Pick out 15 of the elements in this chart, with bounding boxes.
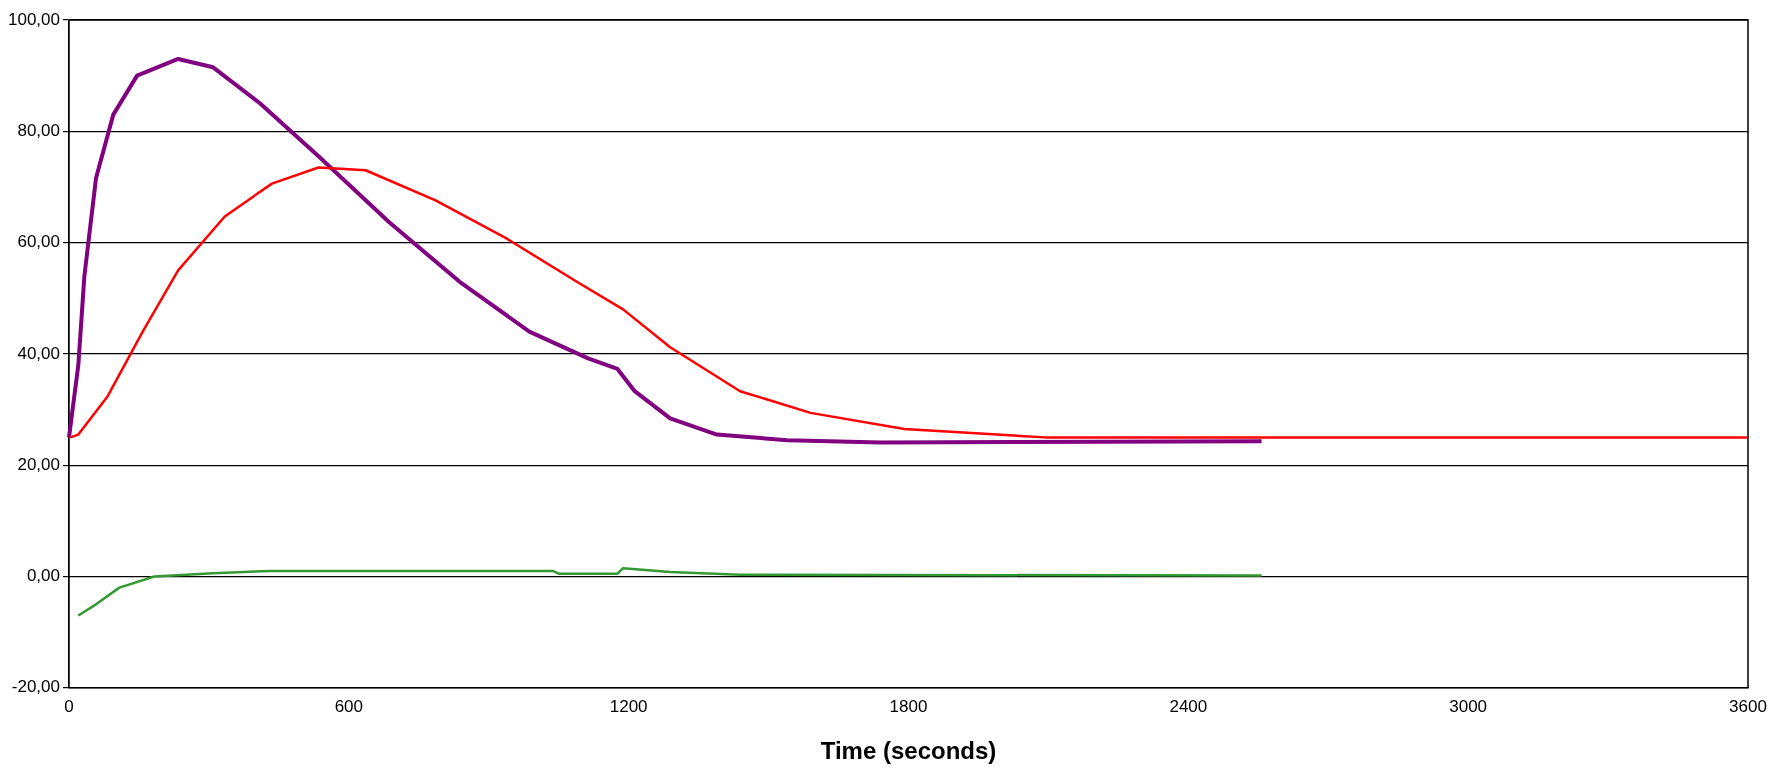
x-tick-label: 1800	[889, 696, 928, 716]
x-tick-label: 600	[334, 696, 364, 716]
x-tick-label: 2400	[1169, 696, 1208, 716]
y-tick-label: 100,00	[8, 9, 60, 29]
x-tick-label: 3600	[1729, 696, 1767, 716]
y-tick-label: 20,00	[17, 454, 60, 474]
x-tick-label: 0	[64, 696, 74, 716]
y-tick-label: 80,00	[17, 120, 60, 140]
y-tick-label: 0,00	[26, 566, 60, 586]
y-tick-label: 60,00	[17, 232, 60, 252]
x-tick-label: 3000	[1449, 696, 1488, 716]
x-axis-title: Time (seconds)	[820, 737, 997, 765]
y-tick-label: -20,00	[11, 677, 60, 697]
y-tick-label: 40,00	[17, 343, 60, 363]
x-tick-label: 1200	[609, 696, 648, 716]
